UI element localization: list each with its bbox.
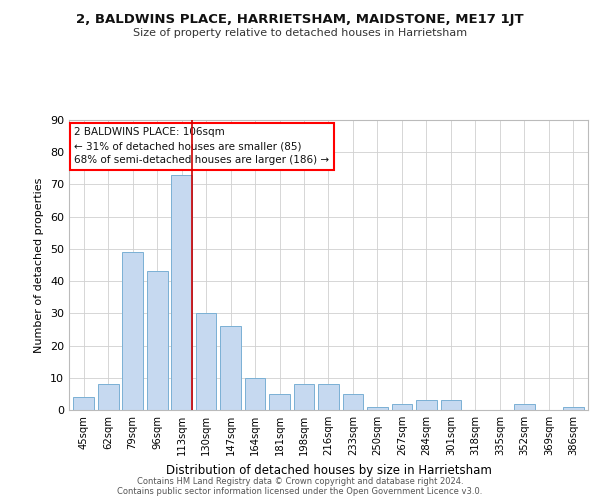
Text: Contains public sector information licensed under the Open Government Licence v3: Contains public sector information licen…	[118, 487, 482, 496]
Bar	[73, 397, 94, 410]
Bar	[293, 384, 314, 410]
Bar	[171, 175, 192, 410]
Bar	[440, 400, 461, 410]
Bar	[514, 404, 535, 410]
Bar	[220, 326, 241, 410]
Bar	[563, 407, 584, 410]
Bar	[343, 394, 364, 410]
Text: 2 BALDWINS PLACE: 106sqm
← 31% of detached houses are smaller (85)
68% of semi-d: 2 BALDWINS PLACE: 106sqm ← 31% of detach…	[74, 127, 329, 165]
Bar	[245, 378, 265, 410]
X-axis label: Distribution of detached houses by size in Harrietsham: Distribution of detached houses by size …	[166, 464, 491, 476]
Text: Size of property relative to detached houses in Harrietsham: Size of property relative to detached ho…	[133, 28, 467, 38]
Bar	[318, 384, 339, 410]
Bar	[122, 252, 143, 410]
Bar	[367, 407, 388, 410]
Text: 2, BALDWINS PLACE, HARRIETSHAM, MAIDSTONE, ME17 1JT: 2, BALDWINS PLACE, HARRIETSHAM, MAIDSTON…	[76, 12, 524, 26]
Bar	[98, 384, 119, 410]
Bar	[416, 400, 437, 410]
Text: Contains HM Land Registry data © Crown copyright and database right 2024.: Contains HM Land Registry data © Crown c…	[137, 477, 463, 486]
Bar	[196, 314, 217, 410]
Bar	[147, 272, 167, 410]
Y-axis label: Number of detached properties: Number of detached properties	[34, 178, 44, 352]
Bar	[392, 404, 412, 410]
Bar	[269, 394, 290, 410]
